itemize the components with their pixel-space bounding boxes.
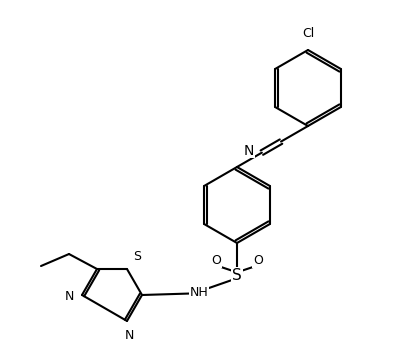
Text: S: S: [232, 267, 242, 283]
Text: O: O: [211, 255, 221, 267]
Text: NH: NH: [190, 287, 208, 300]
Text: N: N: [124, 329, 134, 342]
Text: S: S: [133, 250, 141, 263]
Text: N: N: [243, 144, 254, 158]
Text: N: N: [64, 291, 74, 303]
Text: Cl: Cl: [302, 27, 314, 40]
Text: O: O: [253, 255, 263, 267]
